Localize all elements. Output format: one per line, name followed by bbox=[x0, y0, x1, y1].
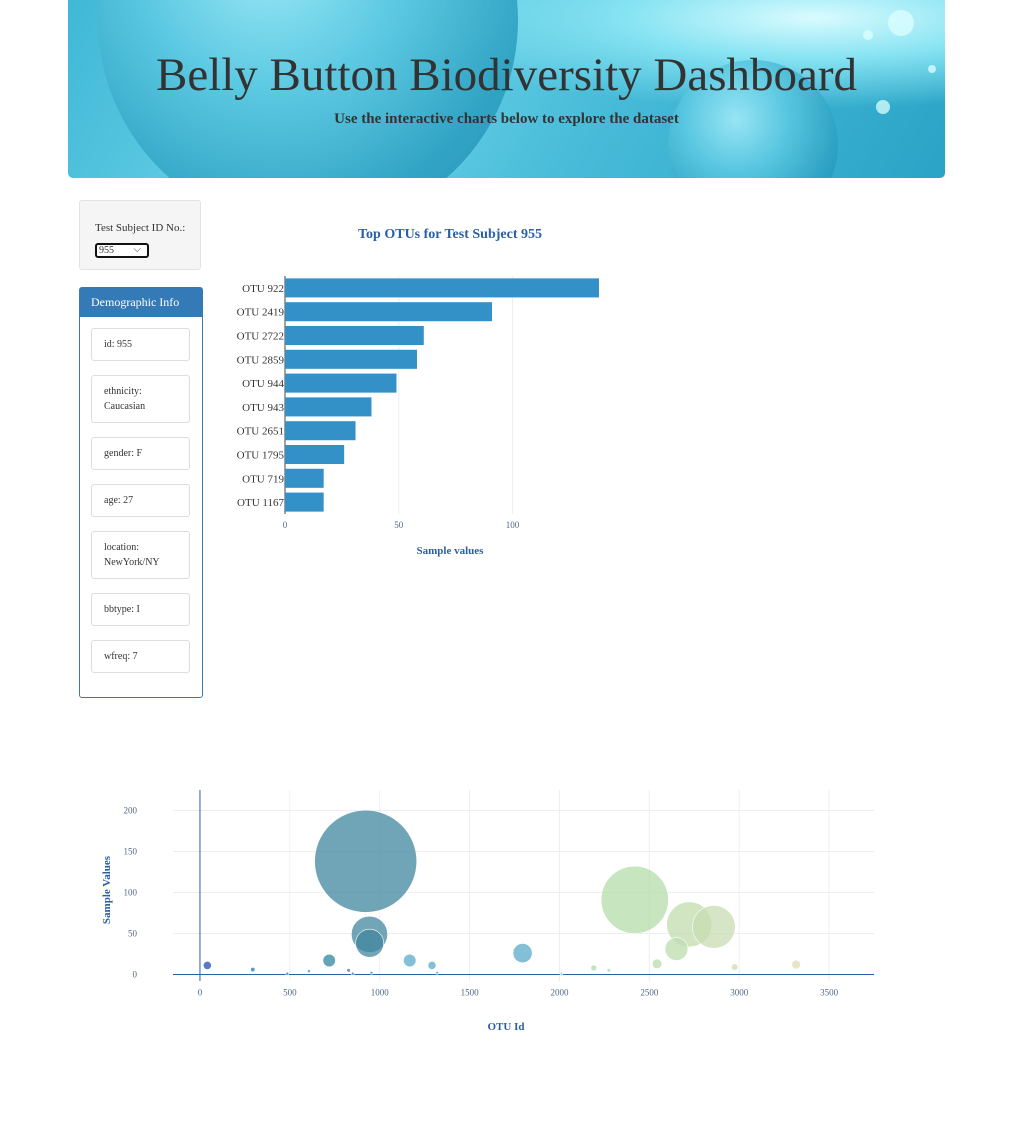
bubble-otu-2275[interactable] bbox=[606, 968, 612, 973]
demographic-item-wfreq: wfreq: 7 bbox=[91, 640, 190, 673]
bubble-chart-axes bbox=[173, 790, 874, 981]
bar-category-label: OTU 943 bbox=[242, 402, 284, 414]
bubble-chart-bubbles bbox=[202, 809, 801, 976]
demographic-item-bbtype: bbtype: I bbox=[91, 593, 190, 626]
sparkle-decoration bbox=[888, 10, 914, 36]
sparkle-decoration bbox=[928, 65, 936, 73]
bar-x-tick-label: 100 bbox=[506, 520, 520, 530]
bar-otu-2859[interactable] bbox=[285, 349, 417, 369]
bar-category-label: OTU 2419 bbox=[237, 307, 285, 319]
demographic-item-gender: gender: F bbox=[91, 437, 190, 470]
bubble-otu-2651[interactable] bbox=[664, 937, 689, 961]
bubble-otu-944[interactable] bbox=[355, 928, 384, 958]
bubble-otu-2419[interactable] bbox=[600, 865, 669, 934]
bubble-chart-y-ticks: 0 50 100 150 200 bbox=[124, 805, 138, 979]
bubble-otu-2543[interactable] bbox=[651, 958, 663, 969]
header-banner: Belly Button Biodiversity Dashboard Use … bbox=[68, 0, 945, 178]
bubble-y-tick-label: 150 bbox=[124, 846, 138, 856]
bar-otu-1795[interactable] bbox=[285, 444, 345, 465]
subject-id-selected-value: 955 bbox=[99, 245, 114, 256]
bubble-y-tick-label: 100 bbox=[124, 887, 138, 897]
bubble-otu-2859[interactable] bbox=[692, 905, 736, 949]
bar-category-label: OTU 719 bbox=[242, 473, 284, 485]
cell-illustration bbox=[98, 0, 518, 178]
bar-category-label: OTU 922 bbox=[242, 283, 284, 295]
bubble-otu-922[interactable] bbox=[314, 809, 418, 913]
sparkle-decoration bbox=[876, 100, 890, 114]
bar-chart-title: Top OTUs for Test Subject 955 bbox=[358, 227, 542, 242]
bubble-otu-954[interactable] bbox=[369, 971, 374, 975]
bubble-otu-41[interactable] bbox=[202, 961, 212, 970]
bubble-otu-827[interactable] bbox=[346, 968, 351, 973]
bubble-x-tick-label: 1000 bbox=[371, 987, 390, 997]
bubble-otu-719[interactable] bbox=[322, 953, 336, 968]
bubble-x-tick-label: 3500 bbox=[820, 987, 839, 997]
bar-x-tick-label: 0 bbox=[283, 520, 288, 530]
bubble-chart-x-ticks: 0 500 1000 1500 2000 2500 3000 3500 bbox=[198, 987, 839, 997]
demographic-info-heading: Demographic Info bbox=[80, 288, 202, 317]
bubble-otu-486[interactable] bbox=[285, 971, 290, 976]
bar-otu-719[interactable] bbox=[285, 468, 324, 488]
bubble-x-tick-label: 0 bbox=[198, 987, 203, 997]
bar-chart-category-labels: OTU 922 OTU 2419 OTU 2722 OTU 2859 OTU 944 OT… bbox=[237, 283, 285, 509]
page-subtitle: Use the interactive charts below to expl… bbox=[334, 111, 679, 127]
top-otus-bar-chart: Top OTUs for Test Subject 955 OTU 922OTU… bbox=[237, 227, 599, 557]
demographic-item-id: id: 955 bbox=[91, 328, 190, 361]
bar-otu-2419[interactable] bbox=[285, 302, 493, 322]
demographic-item-ethnicity: ethnicity: Caucasian bbox=[91, 375, 190, 423]
bar-category-label: OTU 2722 bbox=[237, 331, 284, 343]
bubble-x-tick-label: 500 bbox=[283, 987, 297, 997]
bar-x-tick-label: 50 bbox=[394, 520, 404, 530]
bar-otu-1167[interactable] bbox=[285, 492, 324, 512]
bubble-otu-1291[interactable] bbox=[427, 961, 437, 970]
bar-chart-bars bbox=[285, 278, 599, 512]
bubble-y-tick-label: 50 bbox=[128, 928, 138, 938]
subject-selector-label: Test Subject ID No.: bbox=[95, 222, 186, 234]
bar-category-label: OTU 2651 bbox=[237, 426, 284, 438]
bubble-otu-2011[interactable] bbox=[559, 971, 564, 976]
bubble-otu-606[interactable] bbox=[307, 969, 311, 973]
bubble-chart-y-axis-label: Sample Values bbox=[101, 855, 113, 924]
bar-category-label: OTU 1167 bbox=[237, 497, 284, 509]
chevron-down-icon: ⌵ bbox=[133, 244, 141, 255]
bar-category-label: OTU 1795 bbox=[237, 450, 285, 462]
bubble-x-tick-label: 3000 bbox=[730, 987, 749, 997]
subject-selector-well: Test Subject ID No.: 955 ⌵ bbox=[79, 200, 201, 270]
demographic-item-location: location: NewYork/NY bbox=[91, 531, 190, 579]
bar-category-label: OTU 944 bbox=[242, 378, 284, 390]
bar-otu-943[interactable] bbox=[285, 397, 372, 417]
demographic-item-age: age: 27 bbox=[91, 484, 190, 517]
page-title: Belly Button Biodiversity Dashboard bbox=[155, 49, 858, 101]
bubble-otu-1320[interactable] bbox=[435, 971, 440, 975]
bubble-otu-1795[interactable] bbox=[512, 943, 533, 964]
demographic-info-panel: Demographic Info id: 955 ethnicity: Cauc… bbox=[79, 287, 203, 698]
bar-chart-x-axis-label: Sample values bbox=[417, 545, 485, 557]
bar-otu-922[interactable] bbox=[285, 278, 599, 298]
bubble-y-tick-label: 0 bbox=[133, 969, 138, 979]
bubble-otu-3317[interactable] bbox=[791, 959, 801, 970]
bubble-otu-2191[interactable] bbox=[590, 964, 598, 972]
bar-category-label: OTU 2859 bbox=[237, 354, 285, 366]
bubble-otu-1167[interactable] bbox=[403, 953, 417, 968]
bubble-chart-x-axis-label: OTU Id bbox=[488, 1021, 525, 1033]
bubble-x-tick-label: 2000 bbox=[550, 987, 569, 997]
bubble-y-tick-label: 200 bbox=[124, 805, 138, 815]
bubble-otu-850[interactable] bbox=[350, 971, 355, 976]
bar-otu-2651[interactable] bbox=[285, 421, 356, 441]
bubble-x-tick-label: 2500 bbox=[640, 987, 659, 997]
bar-otu-944[interactable] bbox=[285, 373, 397, 393]
subject-id-select[interactable]: 955 ⌵ bbox=[95, 243, 149, 258]
bar-chart-x-ticks: 0 50 100 bbox=[283, 520, 520, 530]
sparkle-decoration bbox=[863, 30, 873, 40]
bar-otu-2722[interactable] bbox=[285, 325, 424, 346]
bubble-otu-2975[interactable] bbox=[731, 963, 739, 971]
otu-bubble-chart: 0 500 1000 1500 2000 2500 3000 3500 0 50 100 150 20… bbox=[101, 790, 874, 1033]
bubble-x-tick-label: 1500 bbox=[461, 987, 480, 997]
bubble-otu-294[interactable] bbox=[250, 967, 256, 973]
